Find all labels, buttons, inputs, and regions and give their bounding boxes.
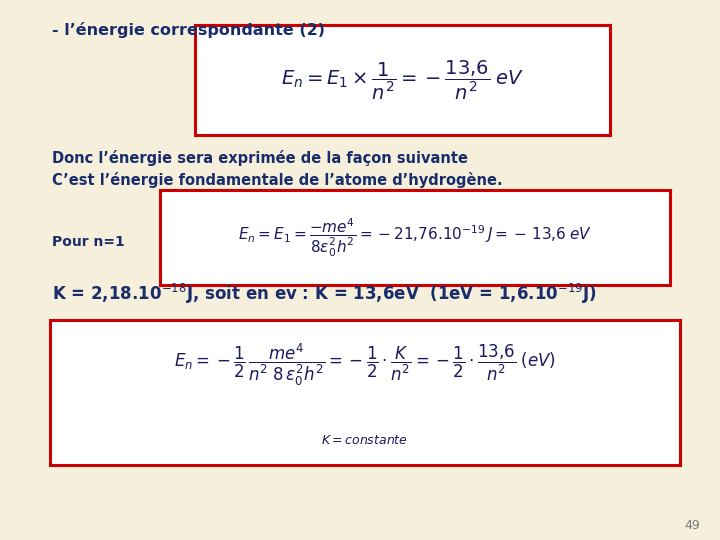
Text: Pour n=1: Pour n=1 (52, 235, 125, 249)
Text: $E_n = E_1 \times \dfrac{1}{n^2} = -\dfrac{13{,}6}{n^2}\;eV$: $E_n = E_1 \times \dfrac{1}{n^2} = -\dfr… (282, 58, 525, 102)
Text: $E_n = -\dfrac{1}{2}\,\dfrac{me^4}{n^2\;8\,\varepsilon_0^2 h^2} = -\dfrac{1}{2}\: $E_n = -\dfrac{1}{2}\,\dfrac{me^4}{n^2\;… (174, 342, 556, 388)
Text: K = 2,18.10$^{-18}$J, soit en ev : K = 13,6eV  (1eV = 1,6.10$^{-19}$J): K = 2,18.10$^{-18}$J, soit en ev : K = 1… (52, 282, 597, 306)
Text: $K = constante$: $K = constante$ (322, 434, 408, 447)
FancyBboxPatch shape (50, 320, 680, 465)
FancyBboxPatch shape (160, 190, 670, 285)
Text: $E_n = E_1 = \dfrac{-me^4}{8\varepsilon_0^2 h^2} = -21{,}76.10^{-19}\,J = -\,13{: $E_n = E_1 = \dfrac{-me^4}{8\varepsilon_… (238, 217, 592, 259)
Text: C’est l’énergie fondamentale de l’atome d’hydrogène.: C’est l’énergie fondamentale de l’atome … (52, 172, 503, 188)
Text: Donc l’énergie sera exprimée de la façon suivante: Donc l’énergie sera exprimée de la façon… (52, 150, 468, 166)
Text: 49: 49 (684, 519, 700, 532)
FancyBboxPatch shape (195, 25, 610, 135)
Text: - l’énergie correspondante (2): - l’énergie correspondante (2) (52, 22, 325, 38)
